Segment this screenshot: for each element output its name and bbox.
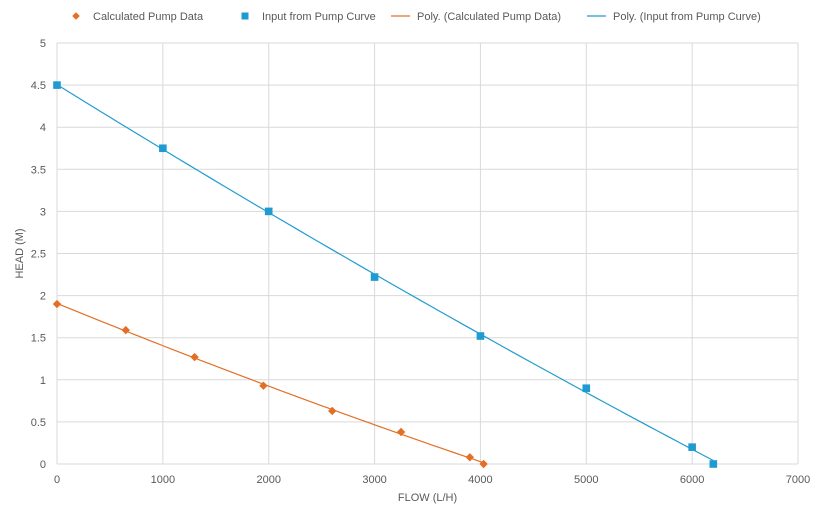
x-tick-label: 5000 <box>574 474 598 486</box>
calculated-data-point <box>121 325 131 335</box>
pump-curve-data-point <box>476 332 485 340</box>
x-tick-label: 4000 <box>468 474 492 486</box>
x-tick-label: 0 <box>54 474 60 486</box>
x-tick-label: 2000 <box>256 474 280 486</box>
x-tick-label: 1000 <box>151 474 175 486</box>
y-tick-label: 3 <box>40 206 46 218</box>
pump-curve-data-point <box>688 443 696 451</box>
y-tick-label: 4 <box>40 122 46 134</box>
x-tick-label: 7000 <box>786 474 810 486</box>
pump-curve-data-point <box>582 384 591 393</box>
y-tick-label: 0 <box>40 459 46 471</box>
calculated-data-point <box>479 459 488 469</box>
pump-curve-data-point <box>709 460 718 468</box>
pump-curve-data-point <box>370 273 379 281</box>
series-layer <box>52 81 718 469</box>
pump-curve-data-point <box>159 144 167 153</box>
pump-curve-data-point <box>53 81 61 89</box>
pump-curve-data-point <box>264 207 273 216</box>
y-tick-label: 4.5 <box>31 80 46 92</box>
legend-entry-label: Input from Pump Curve <box>262 11 376 23</box>
legend-entry-label: Calculated Pump Data <box>93 11 204 23</box>
calculated-data-point <box>259 381 268 390</box>
calculated-data-point <box>52 299 62 309</box>
legend-entry-label: Poly. (Input from Pump Curve) <box>613 11 761 23</box>
trendline-calculated <box>56 302 484 464</box>
y-tick-label: 5 <box>40 38 46 50</box>
y-tick-label: 3.5 <box>31 164 46 176</box>
y-tick-label: 0.5 <box>31 417 46 429</box>
legend-square-marker <box>241 12 249 20</box>
calculated-data-point <box>190 352 199 362</box>
legend: Calculated Pump Data Input from Pump Curv… <box>72 11 761 23</box>
calculated-data-point <box>328 406 337 416</box>
x-axis-title: FLOW (L/H) <box>398 492 457 504</box>
y-tick-label: 2.5 <box>31 249 46 261</box>
y-axis-title: HEAD (M) <box>14 228 26 278</box>
x-tick-label: 3000 <box>362 474 386 486</box>
trendline-pump-curve <box>56 84 714 462</box>
y-tick-label: 2 <box>40 291 46 303</box>
x-tick-label: 6000 <box>680 474 704 486</box>
axis-labels: FLOW (L/H) HEAD (M) 0 1000 2000 3000 4000 500… <box>14 38 810 504</box>
y-tick-label: 1.5 <box>31 333 46 345</box>
y-tick-label: 1 <box>40 375 46 387</box>
legend-diamond-marker <box>72 12 80 20</box>
calculated-data-point <box>465 453 475 462</box>
legend-entry-label: Poly. (Calculated Pump Data) <box>417 11 561 23</box>
gridlines <box>56 42 799 465</box>
calculated-data-point <box>396 427 406 437</box>
